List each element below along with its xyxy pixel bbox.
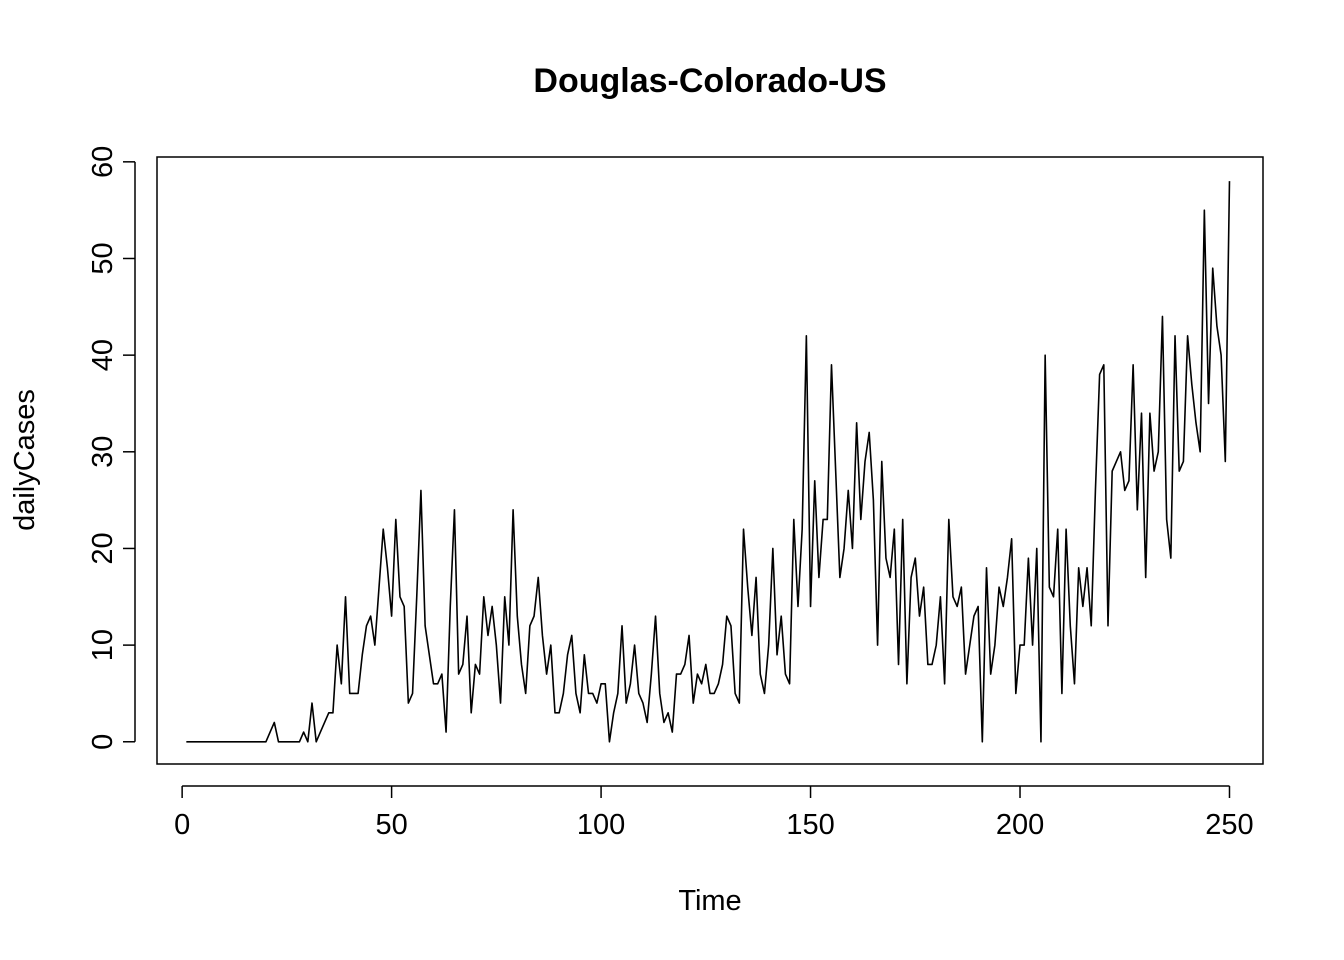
- x-axis: 0 50 100 150 200 250: [174, 785, 1254, 841]
- chart-title: Douglas-Colorado-US: [533, 62, 886, 100]
- y-axis: 0 10 20 30 40 50 60: [87, 146, 136, 750]
- x-tick-label: 0: [174, 809, 190, 841]
- y-tick-label: 50: [87, 242, 119, 274]
- y-axis-label: dailyCases: [9, 389, 41, 531]
- x-tick-label: 200: [996, 809, 1044, 841]
- y-tick-label: 10: [87, 629, 119, 661]
- x-tick-label: 100: [577, 809, 625, 841]
- x-tick-label: 50: [375, 809, 407, 841]
- x-tick-label: 150: [786, 809, 834, 841]
- y-tick-label: 0: [87, 734, 119, 750]
- y-tick-label: 30: [87, 436, 119, 468]
- x-tick-label: 250: [1205, 809, 1253, 841]
- y-tick-label: 60: [87, 146, 119, 178]
- y-tick-label: 20: [87, 532, 119, 564]
- y-tick-label: 40: [87, 339, 119, 371]
- plot-frame: [156, 156, 1264, 765]
- daily-cases-line: [186, 181, 1231, 743]
- x-axis-label: Time: [678, 885, 741, 917]
